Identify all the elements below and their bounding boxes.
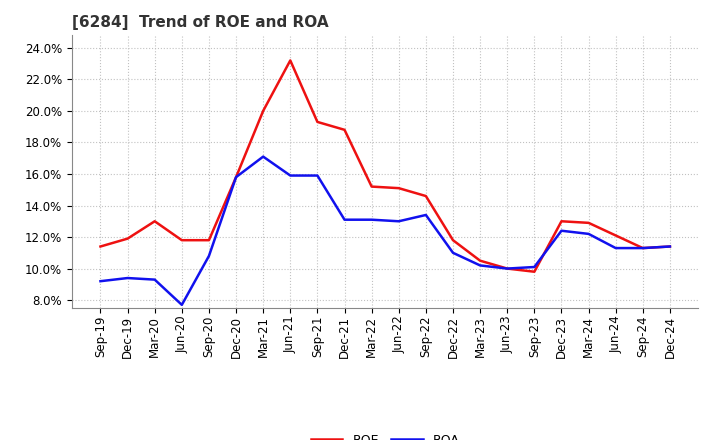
ROE: [178, 238, 186, 243]
Line: ROE: ROE: [101, 60, 670, 272]
ROA: [557, 228, 566, 233]
ROE: [150, 219, 159, 224]
ROA: [395, 219, 403, 224]
ROA: [584, 231, 593, 237]
ROA: [123, 275, 132, 281]
ROA: [259, 154, 268, 159]
ROE: [341, 127, 349, 132]
ROE: [421, 194, 430, 199]
ROE: [476, 258, 485, 263]
ROE: [530, 269, 539, 275]
ROA: [530, 264, 539, 270]
ROE: [395, 186, 403, 191]
ROA: [286, 173, 294, 178]
ROE: [286, 58, 294, 63]
ROA: [178, 302, 186, 308]
ROA: [476, 263, 485, 268]
ROE: [259, 108, 268, 114]
ROE: [96, 244, 105, 249]
ROE: [611, 233, 620, 238]
ROE: [449, 238, 457, 243]
ROE: [313, 119, 322, 125]
ROE: [639, 246, 647, 251]
ROA: [639, 246, 647, 251]
ROA: [150, 277, 159, 282]
ROE: [232, 175, 240, 180]
ROA: [96, 279, 105, 284]
ROE: [123, 236, 132, 241]
ROE: [557, 219, 566, 224]
Text: [6284]  Trend of ROE and ROA: [6284] Trend of ROE and ROA: [72, 15, 328, 30]
ROA: [367, 217, 376, 222]
ROA: [421, 213, 430, 218]
ROE: [367, 184, 376, 189]
ROA: [611, 246, 620, 251]
ROE: [584, 220, 593, 225]
ROA: [503, 266, 511, 271]
ROE: [665, 244, 674, 249]
Line: ROA: ROA: [101, 157, 670, 305]
ROA: [313, 173, 322, 178]
ROA: [341, 217, 349, 222]
ROA: [665, 244, 674, 249]
ROA: [232, 175, 240, 180]
ROE: [204, 238, 213, 243]
ROA: [204, 253, 213, 259]
Legend: ROE, ROA: ROE, ROA: [306, 429, 464, 440]
ROA: [449, 250, 457, 256]
ROE: [503, 266, 511, 271]
